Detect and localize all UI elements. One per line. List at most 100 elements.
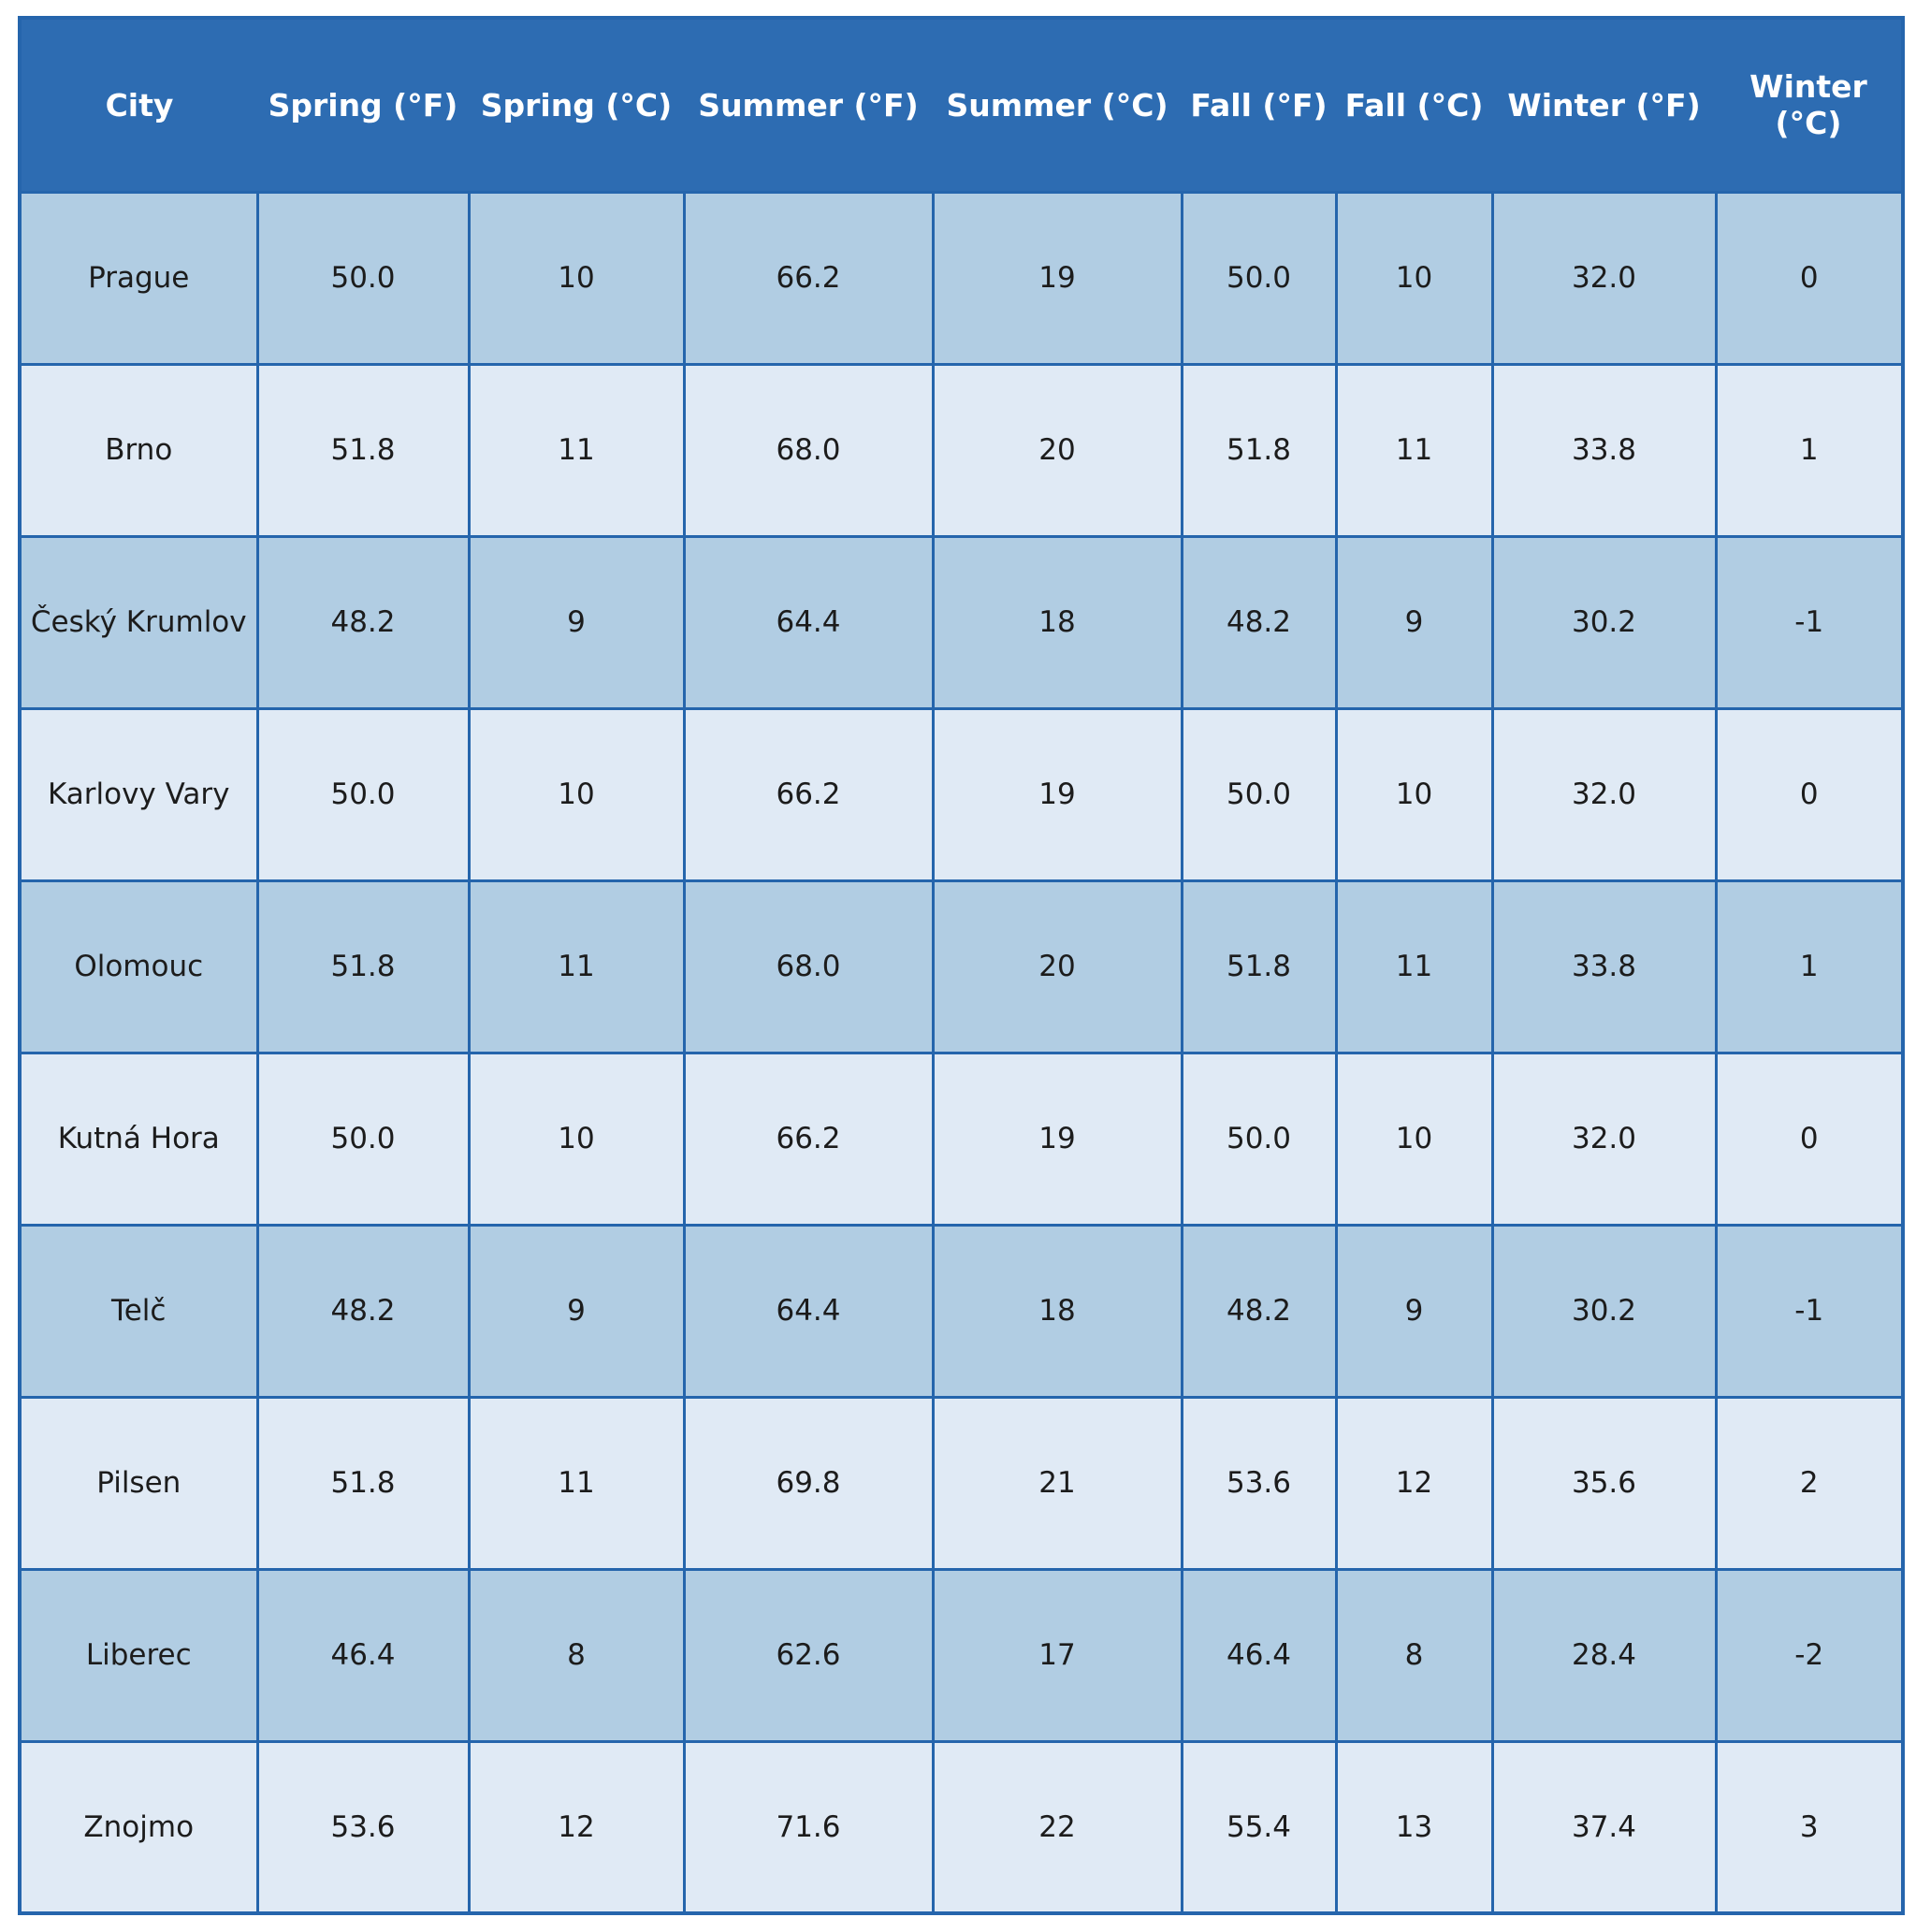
column-header: Fall (°F): [1182, 18, 1336, 192]
value-cell: 66.2: [682, 190, 935, 366]
value-cell: 35.6: [1490, 1395, 1718, 1571]
value-cell: 64.4: [682, 1223, 935, 1399]
value-cell: 68.0: [682, 362, 935, 538]
value-cell: 21: [931, 1395, 1183, 1571]
value-cell: 10: [1334, 190, 1494, 366]
header-row: City Spring (°F) Spring (°C) Summer (°F) Sum…: [20, 18, 1903, 192]
value-cell: 9: [1334, 1223, 1494, 1399]
value-cell: 3: [1714, 1739, 1905, 1915]
column-header: Fall (°C): [1336, 18, 1492, 192]
value-cell: 50.0: [1180, 190, 1338, 366]
column-header: Spring (°C): [469, 18, 684, 192]
table-body: Prague 50.0 10 66.2 19 50.0 10 32.0 0 Brno 51.8 11 6…: [18, 190, 1905, 1915]
value-cell: 13: [1334, 1739, 1494, 1915]
value-cell: 11: [467, 879, 686, 1054]
temperature-table: City Spring (°F) Spring (°C) Summer (°F) Sum…: [18, 16, 1905, 1915]
value-cell: 17: [931, 1567, 1183, 1743]
value-cell: 62.6: [682, 1567, 935, 1743]
table-row: Telč 48.2 9 64.4 18 48.2 9 30.2 -1: [18, 1223, 1905, 1399]
value-cell: 66.2: [682, 1051, 935, 1227]
value-cell: 32.0: [1490, 1051, 1718, 1227]
value-cell: 11: [1334, 879, 1494, 1054]
value-cell: 71.6: [682, 1739, 935, 1915]
column-header: Spring (°F): [257, 18, 469, 192]
table-row: Brno 51.8 11 68.0 20 51.8 11 33.8 1: [18, 362, 1905, 538]
value-cell: 64.4: [682, 534, 935, 710]
value-cell: 53.6: [1180, 1395, 1338, 1571]
table-row: Prague 50.0 10 66.2 19 50.0 10 32.0 0: [18, 190, 1905, 366]
value-cell: 0: [1714, 1051, 1905, 1227]
value-cell: 18: [931, 534, 1183, 710]
value-cell: -1: [1714, 534, 1905, 710]
value-cell: 50.0: [1180, 1051, 1338, 1227]
column-header: Summer (°F): [684, 18, 933, 192]
value-cell: 28.4: [1490, 1567, 1718, 1743]
value-cell: 33.8: [1490, 362, 1718, 538]
value-cell: 30.2: [1490, 534, 1718, 710]
value-cell: 18: [931, 1223, 1183, 1399]
city-cell: Karlovy Vary: [18, 706, 259, 882]
value-cell: 19: [931, 706, 1183, 882]
column-header: Winter (°F): [1492, 18, 1716, 192]
table-row: Znojmo 53.6 12 71.6 22 55.4 13 37.4 3: [18, 1739, 1905, 1915]
value-cell: 51.8: [255, 1395, 471, 1571]
value-cell: 10: [1334, 706, 1494, 882]
value-cell: 10: [467, 1051, 686, 1227]
value-cell: 10: [1334, 1051, 1494, 1227]
value-cell: 68.0: [682, 879, 935, 1054]
value-cell: 2: [1714, 1395, 1905, 1571]
value-cell: 9: [467, 1223, 686, 1399]
table-row: Pilsen 51.8 11 69.8 21 53.6 12 35.6 2: [18, 1395, 1905, 1571]
column-header: Winter (°C): [1716, 18, 1903, 192]
value-cell: 11: [1334, 362, 1494, 538]
value-cell: 0: [1714, 706, 1905, 882]
city-cell: Prague: [18, 190, 259, 366]
value-cell: 32.0: [1490, 190, 1718, 366]
value-cell: -2: [1714, 1567, 1905, 1743]
value-cell: 10: [467, 190, 686, 366]
value-cell: 1: [1714, 362, 1905, 538]
value-cell: 8: [467, 1567, 686, 1743]
value-cell: 10: [467, 706, 686, 882]
value-cell: 50.0: [1180, 706, 1338, 882]
value-cell: -1: [1714, 1223, 1905, 1399]
table-row: Olomouc 51.8 11 68.0 20 51.8 11 33.8 1: [18, 879, 1905, 1054]
value-cell: 50.0: [255, 190, 471, 366]
value-cell: 32.0: [1490, 706, 1718, 882]
value-cell: 50.0: [255, 706, 471, 882]
value-cell: 66.2: [682, 706, 935, 882]
table-header: City Spring (°F) Spring (°C) Summer (°F) Sum…: [20, 18, 1903, 192]
value-cell: 12: [467, 1739, 686, 1915]
value-cell: 0: [1714, 190, 1905, 366]
value-cell: 19: [931, 190, 1183, 366]
table-row: Český Krumlov 48.2 9 64.4 18 48.2 9 30.2 -1: [18, 534, 1905, 710]
value-cell: 9: [467, 534, 686, 710]
value-cell: 20: [931, 879, 1183, 1054]
city-cell: Brno: [18, 362, 259, 538]
value-cell: 51.8: [1180, 879, 1338, 1054]
value-cell: 48.2: [255, 534, 471, 710]
value-cell: 48.2: [255, 1223, 471, 1399]
value-cell: 55.4: [1180, 1739, 1338, 1915]
value-cell: 20: [931, 362, 1183, 538]
value-cell: 33.8: [1490, 879, 1718, 1054]
city-cell: Liberec: [18, 1567, 259, 1743]
table-row: Karlovy Vary 50.0 10 66.2 19 50.0 10 32.0 0: [18, 706, 1905, 882]
value-cell: 22: [931, 1739, 1183, 1915]
value-cell: 19: [931, 1051, 1183, 1227]
table-row: Liberec 46.4 8 62.6 17 46.4 8 28.4 -2: [18, 1567, 1905, 1743]
value-cell: 48.2: [1180, 534, 1338, 710]
value-cell: 37.4: [1490, 1739, 1718, 1915]
city-cell: Pilsen: [18, 1395, 259, 1571]
table-row: Kutná Hora 50.0 10 66.2 19 50.0 10 32.0 0: [18, 1051, 1905, 1227]
value-cell: 1: [1714, 879, 1905, 1054]
city-cell: Telč: [18, 1223, 259, 1399]
value-cell: 9: [1334, 534, 1494, 710]
value-cell: 51.8: [255, 879, 471, 1054]
city-cell: Znojmo: [18, 1739, 259, 1915]
value-cell: 11: [467, 1395, 686, 1571]
value-cell: 46.4: [1180, 1567, 1338, 1743]
city-cell: Český Krumlov: [18, 534, 259, 710]
value-cell: 50.0: [255, 1051, 471, 1227]
